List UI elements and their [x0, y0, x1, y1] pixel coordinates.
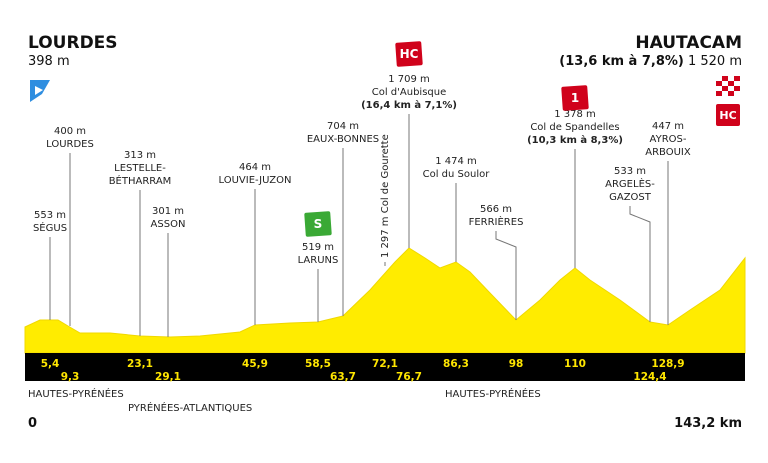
- point-label: 1 297 m Col de Gourette: [380, 134, 391, 258]
- distance-bar: [25, 353, 745, 381]
- distance-end: 143,2 km: [674, 416, 742, 431]
- start-name: LOURDES: [28, 33, 118, 53]
- finish-category: HC: [719, 109, 736, 122]
- point-name: LOURDES: [46, 139, 94, 150]
- point-altitude: 400 m: [54, 126, 86, 137]
- category-label: 1: [571, 91, 579, 105]
- km-label: 5,4: [41, 358, 60, 370]
- point-name: SÉGUS: [33, 221, 67, 234]
- point-name: LESTELLE-: [114, 163, 166, 174]
- point-altitude: 1 709 m: [388, 74, 430, 85]
- region: PYRÉNÉES-ATLANTIQUES: [128, 401, 252, 414]
- point-altitude: 447 m: [652, 121, 684, 132]
- point-name: GAZOST: [609, 192, 652, 203]
- km-label: 76,7: [396, 371, 422, 383]
- point-climb: (10,3 km à 8,3%): [527, 134, 623, 146]
- category-icon: [395, 41, 423, 67]
- finish-name: HAUTACAM: [635, 33, 742, 53]
- category-label: S: [314, 217, 323, 231]
- finish-info: (13,6 km à 7,8%) 1 520 m: [559, 54, 742, 69]
- km-label: 110: [564, 358, 586, 370]
- km-label: 128,9: [651, 358, 684, 370]
- category-icon: [561, 85, 589, 111]
- point-altitude: 566 m: [480, 204, 512, 215]
- category-label: HC: [400, 47, 419, 61]
- point-altitude: 533 m: [614, 166, 646, 177]
- point-altitude: 1 297 m: [380, 216, 391, 258]
- point-name: ARBOUIX: [645, 147, 691, 158]
- point-name: Col d'Aubisque: [372, 87, 447, 98]
- finish-category-icon: [716, 104, 740, 126]
- point-name: Col de Gourette: [380, 134, 391, 213]
- point-name: ASSON: [151, 219, 186, 230]
- km-label: 23,1: [127, 358, 153, 370]
- leader-line: [495, 231, 517, 320]
- finish-climb: (13,6 km à 7,8%): [559, 54, 684, 69]
- point-name: BÉTHARRAM: [109, 174, 172, 187]
- finish-flag: [716, 76, 740, 96]
- start-flag-arrow: [35, 86, 43, 95]
- point-altitude: 313 m: [124, 150, 156, 161]
- point-altitude: 301 m: [152, 206, 184, 217]
- profile: [24, 247, 746, 354]
- category-icon: [304, 211, 332, 237]
- leader-line: [629, 206, 651, 322]
- km-label: 45,9: [242, 358, 268, 370]
- km-label: 63,7: [330, 371, 356, 383]
- point-name: Col du Soulor: [423, 169, 491, 180]
- region: HAUTES-PYRÉNÉES: [28, 387, 124, 400]
- point-name: Col de Spandelles: [530, 122, 619, 133]
- finish-altitude: 1 520 m: [688, 54, 742, 69]
- point-altitude: 553 m: [34, 210, 66, 221]
- point-altitude: 704 m: [327, 121, 359, 132]
- km-label: 86,3: [443, 358, 469, 370]
- point-altitude: 519 m: [302, 242, 334, 253]
- km-label: 29,1: [155, 371, 181, 383]
- point-name: FERRIÈRES: [469, 215, 524, 228]
- km-label: 72,1: [372, 358, 398, 370]
- point-name: AYROS-: [650, 134, 687, 145]
- point-altitude: 464 m: [239, 162, 271, 173]
- km-label: 9,3: [61, 371, 80, 383]
- point-altitude: 1 378 m: [554, 109, 596, 120]
- km-label: 98: [509, 358, 524, 370]
- point-climb: (16,4 km à 7,1%): [361, 99, 457, 111]
- km-label: 124,4: [633, 371, 666, 383]
- point-name: ARGELÈS-: [605, 177, 655, 190]
- point-name: EAUX-BONNES: [307, 134, 379, 145]
- point-name: LOUVIE-JUZON: [219, 175, 292, 186]
- point-name: LARUNS: [298, 255, 339, 266]
- distance-start: 0: [28, 416, 37, 431]
- region: HAUTES-PYRÉNÉES: [445, 387, 541, 400]
- km-label: 58,5: [305, 358, 331, 370]
- point-altitude: 1 474 m: [435, 156, 477, 167]
- start-altitude: 398 m: [28, 54, 70, 69]
